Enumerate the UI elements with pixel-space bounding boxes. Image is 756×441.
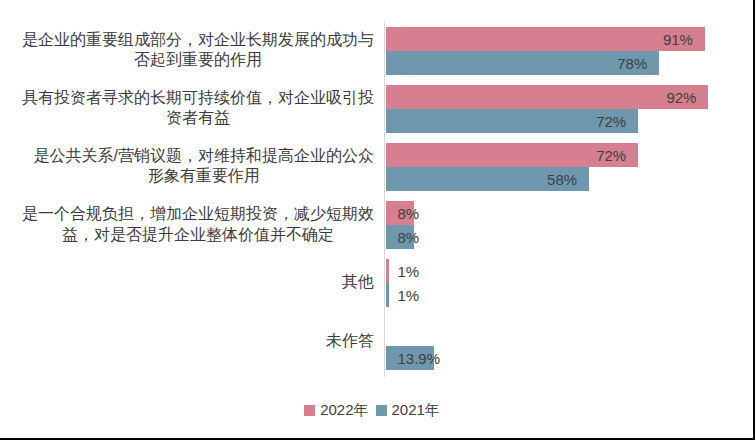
- category-label: 未作答: [0, 312, 374, 370]
- value-label: 78%: [617, 54, 647, 71]
- category-label-line: 益，对是否提升企业整体价值并不确定: [62, 226, 334, 243]
- chart-page: { "chart_data": { "type": "bar", "orient…: [0, 0, 756, 441]
- bar-2022[interactable]: 92%: [386, 85, 709, 109]
- bar-2021[interactable]: 72%: [386, 109, 639, 133]
- value-label: 1%: [398, 263, 420, 280]
- page-bottom-border: [0, 438, 755, 440]
- value-label: 1%: [398, 287, 420, 304]
- category-label: 具有投资者寻求的长期可持续价值，对企业吸引投资者有益: [0, 79, 374, 137]
- category-label-line: 资者有益: [166, 109, 230, 126]
- chart-row: 是企业的重要组成部分，对企业长期发展的成功与否起到重要的作用 91% 78%: [0, 21, 756, 79]
- legend: 2022年 2021年: [0, 399, 744, 421]
- category-label-line: 具有投资者寻求的长期可持续价值，对企业吸引投: [22, 89, 374, 106]
- chart-row: 未作答 13.9%: [0, 312, 756, 370]
- value-label: 13.9%: [398, 349, 441, 366]
- chart-row: 是一个合规负担，增加企业短期投资，减少短期效益，对是否提升企业整体价值并不确定 …: [0, 195, 756, 253]
- value-label: 72%: [596, 146, 626, 163]
- bar-2021[interactable]: 58%: [386, 167, 590, 191]
- category-label-line: 是企业的重要组成部分，对企业长期发展的成功与: [22, 31, 374, 48]
- category-label-line: 形象有重要作用: [148, 167, 260, 184]
- legend-label-2021[interactable]: 2021年: [392, 401, 440, 420]
- value-label: 72%: [596, 112, 626, 129]
- legend-swatch-2021[interactable]: [376, 405, 387, 416]
- category-label-line: 未作答: [326, 332, 374, 349]
- page-right-border: [753, 0, 755, 440]
- category-label: 是企业的重要组成部分，对企业长期发展的成功与否起到重要的作用: [0, 21, 374, 79]
- bar-2022[interactable]: 1%: [386, 259, 390, 283]
- bar-2022[interactable]: 72%: [386, 143, 639, 167]
- bar-2022[interactable]: 8%: [386, 201, 414, 225]
- category-label-line: 是一个合规负担，增加企业短期投资，减少短期效: [22, 205, 374, 222]
- bar-2022[interactable]: 91%: [386, 27, 705, 51]
- value-label: 8%: [398, 229, 420, 246]
- chart-row: 其他 1% 1%: [0, 254, 756, 312]
- category-label: 其他: [0, 254, 374, 312]
- value-label: 58%: [547, 170, 577, 187]
- bar-2021[interactable]: 78%: [386, 51, 660, 75]
- category-label: 是一个合规负担，增加企业短期投资，减少短期效益，对是否提升企业整体价值并不确定: [0, 195, 374, 253]
- value-label: 8%: [398, 205, 420, 222]
- bar-2021[interactable]: 1%: [386, 283, 390, 307]
- chart-row: 是公共关系/营销议题，对维持和提高企业的公众形象有重要作用 72% 58%: [0, 137, 756, 195]
- legend-label-2022[interactable]: 2022年: [320, 401, 368, 420]
- chart-row: 具有投资者寻求的长期可持续价值，对企业吸引投资者有益 92% 72%: [0, 79, 756, 137]
- category-label-line: 是公共关系/营销议题，对维持和提高企业的公众: [34, 147, 374, 164]
- category-label-line: 其他: [342, 273, 374, 290]
- bar-2021[interactable]: 8%: [386, 225, 414, 249]
- category-label: 是公共关系/营销议题，对维持和提高企业的公众形象有重要作用: [0, 137, 374, 195]
- bar-2021[interactable]: 13.9%: [386, 346, 435, 370]
- legend-swatch-2022[interactable]: [304, 405, 315, 416]
- value-label: 92%: [666, 88, 696, 105]
- value-label: 91%: [663, 30, 693, 47]
- category-label-line: 否起到重要的作用: [134, 51, 262, 68]
